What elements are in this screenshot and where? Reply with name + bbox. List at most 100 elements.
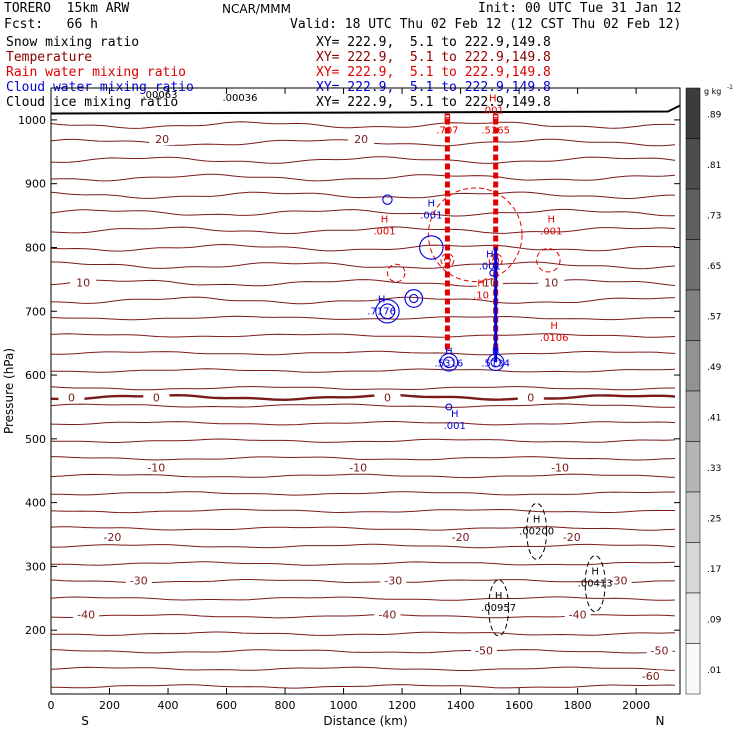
cloud-ice-contour (584, 555, 606, 613)
isotherm-label-bg (73, 608, 100, 621)
temperature-isotherm (51, 421, 676, 426)
colorbar-segment (685, 390, 701, 442)
snow-top-label: .00063 (143, 90, 178, 101)
isotherm-label-bg (149, 133, 176, 146)
isotherm-label: 10 (76, 277, 90, 290)
y-tick-label: 500 (25, 433, 46, 446)
isotherm-label-bg (125, 574, 152, 587)
legend-field-name: Temperature (6, 50, 93, 65)
isotherm-label: 10 (483, 277, 497, 290)
rain-max-label: .001 (540, 227, 562, 238)
y-tick-label: 1000 (18, 114, 46, 127)
isotherm-label-bg (345, 461, 372, 474)
isotherm-label: -40 (77, 608, 95, 621)
cloud-water-contour (382, 194, 393, 205)
cloud-ice-high-marker: H (533, 514, 541, 525)
y-tick-label: 700 (25, 305, 46, 318)
x-tick-label: 1400 (447, 699, 475, 712)
isotherm-label-bg (447, 531, 474, 544)
colorbar-segment (685, 592, 701, 644)
rain-high-marker: H (492, 114, 500, 125)
rain-high-marker: H (489, 93, 497, 104)
x-tick-label: 1800 (564, 699, 592, 712)
x-tick-label: 400 (158, 699, 179, 712)
temperature-isotherm (51, 279, 676, 287)
colorbar-label: .17 (707, 565, 721, 575)
cloud-water-high-marker: H (451, 409, 459, 420)
isotherm-label: -30 (610, 574, 628, 587)
x-tick-label: 0 (48, 699, 55, 712)
x-tick-label: 600 (216, 699, 237, 712)
temperature-isotherm (51, 631, 676, 636)
south-label: S (81, 714, 89, 728)
isotherm-label-bg (143, 391, 170, 404)
isotherm-label: 0 (384, 391, 391, 404)
temperature-isotherm (51, 526, 676, 531)
cloud-water-high-marker: H (428, 199, 436, 210)
cloud-ice-max-label: .00957 (481, 603, 516, 614)
colorbar-label: .01 (707, 666, 721, 676)
cloud-water-contour (409, 293, 419, 304)
colorbar-segment (685, 441, 701, 493)
plot-content (51, 104, 680, 689)
rain-max-label: .0106 (540, 333, 569, 344)
isotherm-label-bg (70, 276, 97, 289)
model-title: TORERO 15km ARW (4, 1, 130, 16)
cloud-water-contour (404, 289, 424, 308)
rain-max-label: .001 (373, 227, 395, 238)
colorbar-segment (685, 138, 701, 190)
isotherm-label-bg (605, 574, 632, 587)
isotherm-label: -20 (452, 531, 470, 544)
y-tick-label: 800 (25, 241, 46, 254)
center-title: NCAR/MMM (222, 2, 292, 16)
colorbar-label: .57 (707, 312, 721, 322)
cloud-ice-max-label: .00413 (578, 579, 613, 590)
temperature-isotherm (51, 191, 675, 200)
rain-max-label: .707 (436, 126, 458, 137)
isotherm-label-bg (58, 391, 85, 404)
temperature-isotherm (51, 543, 676, 549)
temperature-isotherm (51, 561, 676, 566)
isotherm-label: -10 (147, 462, 165, 475)
temperature-isotherm (51, 173, 676, 182)
legend-xy-range: XY= 222.9, 5.1 to 222.9,149.8 (316, 35, 551, 50)
colorbar-segment (685, 239, 701, 291)
ice-top-label: .00036 (223, 93, 258, 104)
colorbar-segment (685, 289, 701, 341)
legend-field-name: Cloud ice mixing ratio (6, 95, 179, 110)
colorbar-segment (685, 491, 701, 543)
isotherm-label-bg (564, 608, 591, 621)
cloud-water-high-marker: H (486, 250, 494, 261)
isotherm-label-bg (348, 133, 375, 146)
isotherm-label-bg (374, 391, 401, 404)
x-tick-label: 800 (275, 699, 296, 712)
cloud-water-max-label: .001 (479, 262, 501, 273)
colorbar-segment (685, 643, 701, 695)
isotherm-label: -40 (378, 608, 396, 621)
isotherm-label-bg (547, 461, 574, 474)
cloud-water-contour (419, 235, 444, 260)
isotherm-label-bg (380, 574, 407, 587)
north-label: N (656, 714, 665, 728)
x-tick-label: 1600 (505, 699, 533, 712)
cloud-ice-contour (526, 502, 548, 560)
isotherm-label-bg (637, 670, 664, 683)
temperature-isotherm (51, 156, 676, 164)
temperature-isotherm (51, 333, 676, 338)
isotherm-label-bg (646, 644, 673, 657)
isotherm-label: 20 (354, 133, 368, 146)
isotherm-label: 0 (68, 391, 75, 404)
y-tick-label: 300 (25, 560, 46, 573)
rain-max-label: .001 (482, 105, 504, 116)
rain-water-contour (536, 248, 561, 273)
temperature-isotherm (51, 473, 676, 479)
colorbar-label: .49 (707, 363, 722, 373)
isotherm-label: -30 (130, 574, 148, 587)
temperature-isotherm (51, 243, 676, 252)
cloud-water-contour (379, 303, 396, 320)
colorbar-unit: g kg (704, 87, 721, 96)
y-tick-label: 600 (25, 369, 46, 382)
temperature-isotherm (51, 368, 676, 373)
temperature-isotherm (51, 386, 675, 391)
